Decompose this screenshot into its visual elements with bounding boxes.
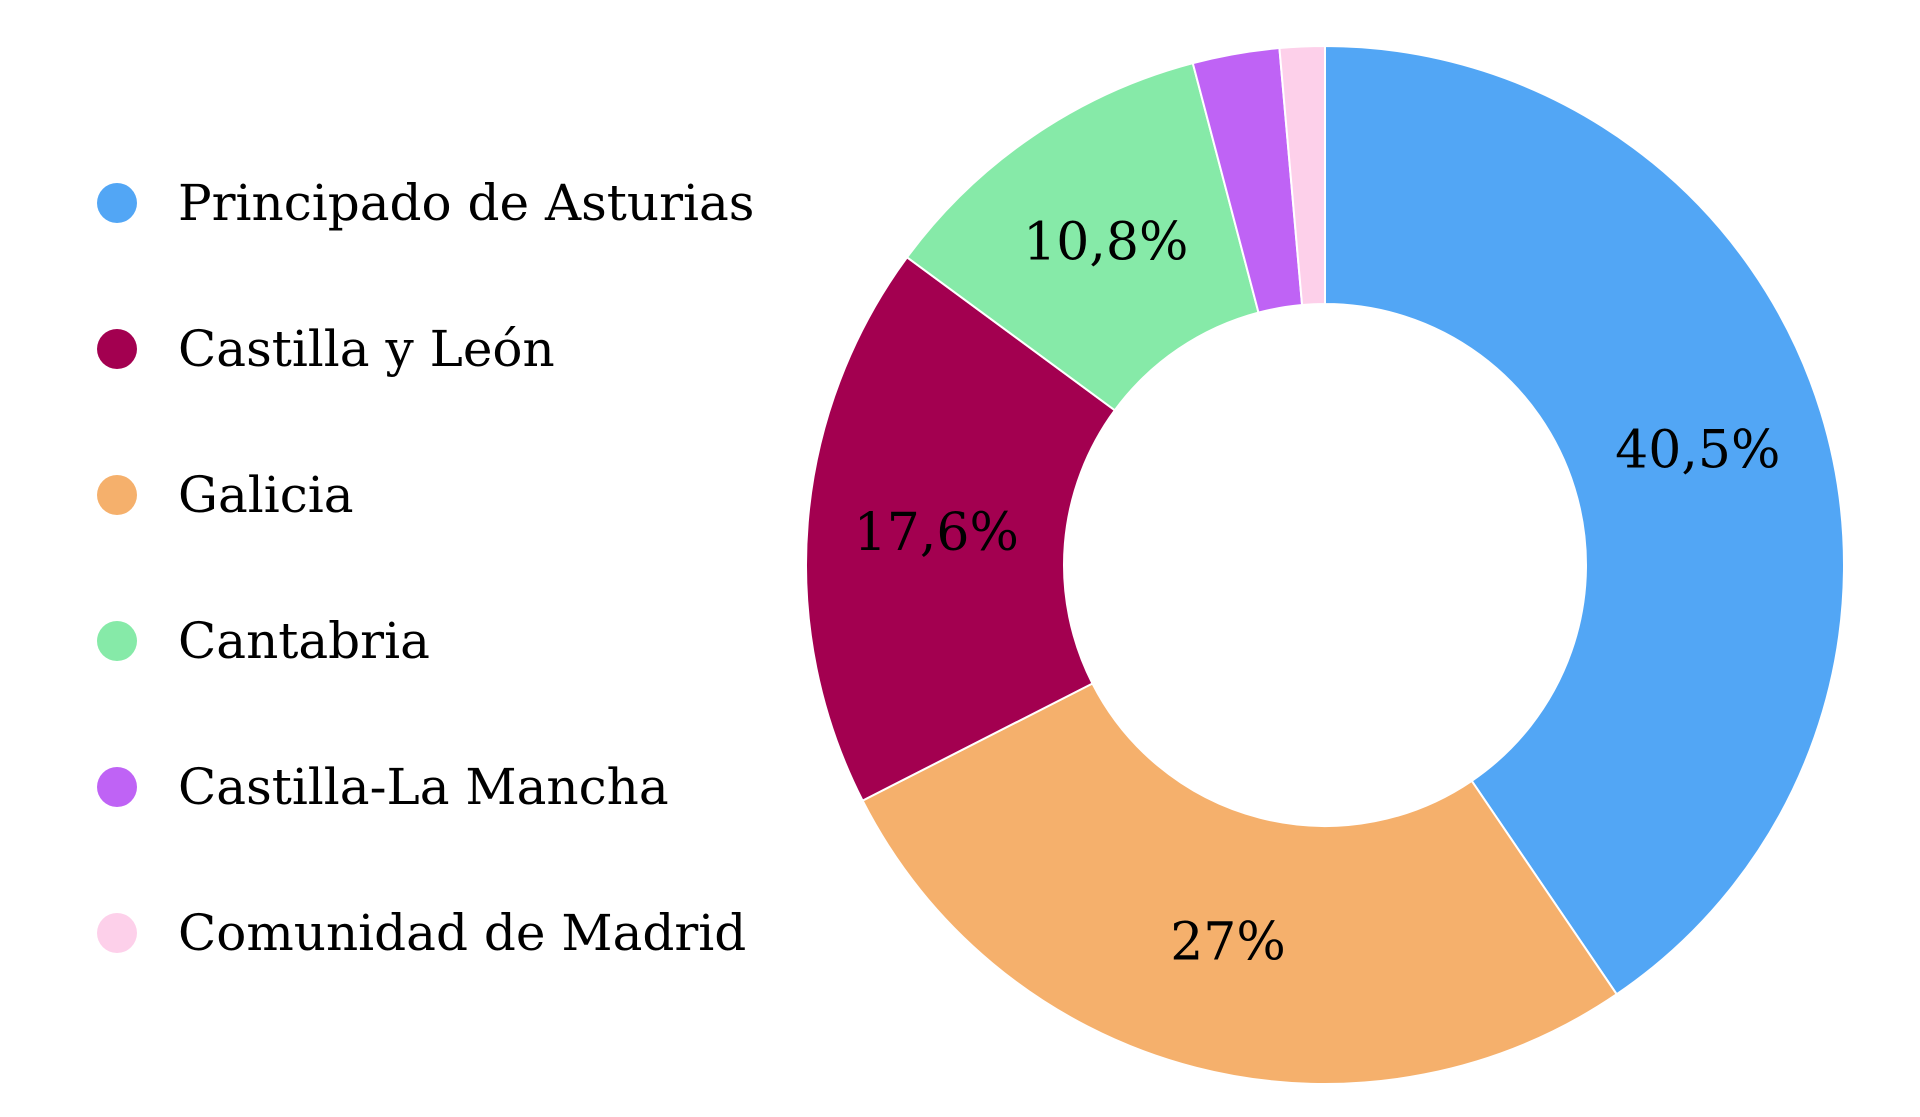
legend-marker-galicia [97,475,137,515]
data-label-cantabria: 10,8% [1023,212,1188,272]
legend-marker-castilla-y-leon [97,329,137,369]
legend-label-comunidad-de-madrid: Comunidad de Madrid [178,904,746,962]
legend-label-castilla-y-leon: Castilla y León [178,320,555,378]
slice-cantabria [905,61,1260,412]
legend-marker-castilla-la-mancha [97,767,137,807]
data-label-galicia: 17,6% [854,503,1019,563]
legend-label-cantabria: Cantabria [178,612,430,670]
data-label-castilla-y-leon: 27% [1170,913,1286,973]
chart-data-labels: 40,5% 27% 17,6% 10,8% [854,212,1781,972]
data-label-principado-de-asturias: 40,5% [1615,420,1780,480]
legend-marker-principado-de-asturias [97,183,137,223]
slice-galicia [805,255,1117,802]
slice-castilla-y-leon [861,682,1619,1085]
legend-label-galicia: Galicia [178,466,354,524]
chart-slices [805,44,1845,1085]
legend-label-castilla-la-mancha: Castilla-La Mancha [178,758,669,816]
legend-label-principado-de-asturias: Principado de Asturias [178,174,754,232]
legend-marker-cantabria [97,621,137,661]
chart-legend: Principado de Asturias Castilla y León Gal… [97,174,754,962]
slice-principado-de-asturias [1324,44,1845,996]
slice-comunidad-de-madrid [1278,44,1326,307]
legend-marker-comunidad-de-madrid [97,913,137,953]
